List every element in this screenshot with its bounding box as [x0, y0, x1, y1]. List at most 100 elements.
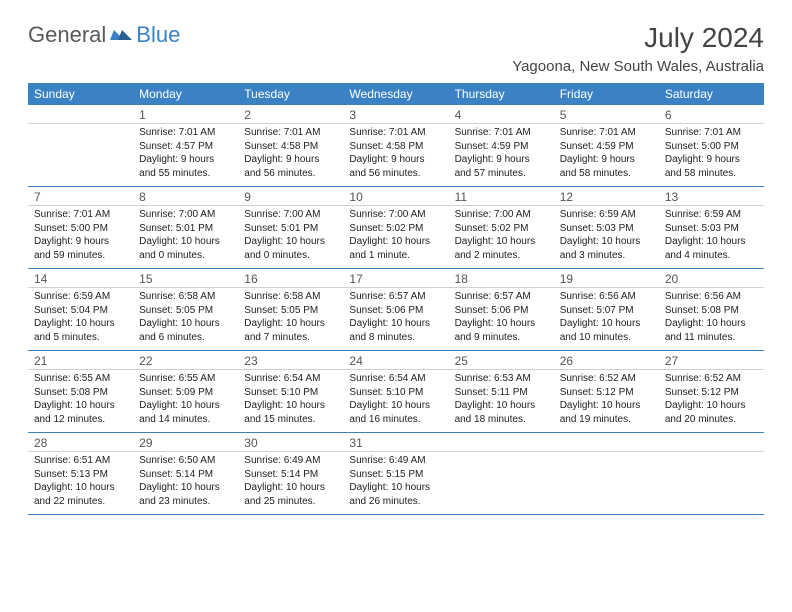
day-number: 19 — [554, 269, 659, 288]
weekday-header: Wednesday — [343, 83, 448, 105]
day-number: 20 — [659, 269, 764, 288]
logo-text-general: General — [28, 22, 106, 48]
day-details: Sunrise: 7:00 AMSunset: 5:02 PMDaylight:… — [449, 206, 554, 268]
calendar-cell: 27Sunrise: 6:52 AMSunset: 5:12 PMDayligh… — [659, 351, 764, 433]
day-number: 31 — [343, 433, 448, 452]
day-details: Sunrise: 7:00 AMSunset: 5:02 PMDaylight:… — [343, 206, 448, 268]
day-number: 8 — [133, 187, 238, 206]
daylight-line: Daylight: 10 hours and 11 minutes. — [665, 317, 758, 344]
location: Yagoona, New South Wales, Australia — [512, 58, 764, 75]
sunset-line: Sunset: 5:10 PM — [244, 386, 337, 400]
daylight-line: Daylight: 10 hours and 0 minutes. — [139, 235, 232, 262]
day-details: Sunrise: 6:57 AMSunset: 5:06 PMDaylight:… — [449, 288, 554, 350]
day-number: 12 — [554, 187, 659, 206]
calendar-cell: 16Sunrise: 6:58 AMSunset: 5:05 PMDayligh… — [238, 269, 343, 351]
calendar-cell: 30Sunrise: 6:49 AMSunset: 5:14 PMDayligh… — [238, 433, 343, 515]
daylight-line: Daylight: 10 hours and 12 minutes. — [34, 399, 127, 426]
daylight-line: Daylight: 10 hours and 16 minutes. — [349, 399, 442, 426]
sunset-line: Sunset: 5:14 PM — [244, 468, 337, 482]
sunrise-line: Sunrise: 6:58 AM — [139, 290, 232, 304]
sunrise-line: Sunrise: 6:55 AM — [34, 372, 127, 386]
calendar-cell — [659, 433, 764, 515]
logo-text-blue: Blue — [136, 22, 180, 48]
sunrise-line: Sunrise: 6:51 AM — [34, 454, 127, 468]
day-details: Sunrise: 6:58 AMSunset: 5:05 PMDaylight:… — [133, 288, 238, 350]
sunrise-line: Sunrise: 7:01 AM — [455, 126, 548, 140]
day-number: 25 — [449, 351, 554, 370]
daylight-line: Daylight: 9 hours and 56 minutes. — [244, 153, 337, 180]
daylight-line: Daylight: 10 hours and 10 minutes. — [560, 317, 653, 344]
day-details: Sunrise: 6:58 AMSunset: 5:05 PMDaylight:… — [238, 288, 343, 350]
sunrise-line: Sunrise: 6:52 AM — [560, 372, 653, 386]
calendar-cell: 4Sunrise: 7:01 AMSunset: 4:59 PMDaylight… — [449, 105, 554, 187]
calendar-row: 14Sunrise: 6:59 AMSunset: 5:04 PMDayligh… — [28, 269, 764, 351]
sunset-line: Sunset: 5:09 PM — [139, 386, 232, 400]
sunrise-line: Sunrise: 7:01 AM — [349, 126, 442, 140]
weekday-row: SundayMondayTuesdayWednesdayThursdayFrid… — [28, 83, 764, 105]
day-details: Sunrise: 6:49 AMSunset: 5:14 PMDaylight:… — [238, 452, 343, 514]
daylight-line: Daylight: 10 hours and 5 minutes. — [34, 317, 127, 344]
day-details — [449, 452, 554, 510]
sunrise-line: Sunrise: 6:57 AM — [455, 290, 548, 304]
sunrise-line: Sunrise: 7:00 AM — [139, 208, 232, 222]
calendar-cell: 8Sunrise: 7:00 AMSunset: 5:01 PMDaylight… — [133, 187, 238, 269]
day-details: Sunrise: 7:00 AMSunset: 5:01 PMDaylight:… — [133, 206, 238, 268]
sunset-line: Sunset: 5:06 PM — [455, 304, 548, 318]
day-details: Sunrise: 6:54 AMSunset: 5:10 PMDaylight:… — [343, 370, 448, 432]
sunrise-line: Sunrise: 6:57 AM — [349, 290, 442, 304]
day-details: Sunrise: 6:54 AMSunset: 5:10 PMDaylight:… — [238, 370, 343, 432]
sunset-line: Sunset: 5:08 PM — [665, 304, 758, 318]
sunrise-line: Sunrise: 7:00 AM — [244, 208, 337, 222]
calendar-cell: 28Sunrise: 6:51 AMSunset: 5:13 PMDayligh… — [28, 433, 133, 515]
calendar-row: 28Sunrise: 6:51 AMSunset: 5:13 PMDayligh… — [28, 433, 764, 515]
sunset-line: Sunset: 5:06 PM — [349, 304, 442, 318]
calendar-cell — [28, 105, 133, 187]
day-number: 9 — [238, 187, 343, 206]
daylight-line: Daylight: 10 hours and 4 minutes. — [665, 235, 758, 262]
calendar-cell: 2Sunrise: 7:01 AMSunset: 4:58 PMDaylight… — [238, 105, 343, 187]
sunrise-line: Sunrise: 6:59 AM — [560, 208, 653, 222]
sunrise-line: Sunrise: 6:49 AM — [244, 454, 337, 468]
day-details: Sunrise: 7:01 AMSunset: 4:59 PMDaylight:… — [449, 124, 554, 186]
daylight-line: Daylight: 10 hours and 0 minutes. — [244, 235, 337, 262]
sunset-line: Sunset: 5:05 PM — [139, 304, 232, 318]
day-number — [449, 433, 554, 452]
sunset-line: Sunset: 5:01 PM — [139, 222, 232, 236]
weekday-header: Thursday — [449, 83, 554, 105]
sunset-line: Sunset: 5:07 PM — [560, 304, 653, 318]
day-details: Sunrise: 7:01 AMSunset: 5:00 PMDaylight:… — [28, 206, 133, 268]
day-number: 17 — [343, 269, 448, 288]
daylight-line: Daylight: 10 hours and 15 minutes. — [244, 399, 337, 426]
day-number: 5 — [554, 105, 659, 124]
day-number: 13 — [659, 187, 764, 206]
logo: General Blue — [28, 22, 180, 48]
sunrise-line: Sunrise: 6:54 AM — [349, 372, 442, 386]
sunset-line: Sunset: 5:02 PM — [455, 222, 548, 236]
sunset-line: Sunset: 4:58 PM — [349, 140, 442, 154]
day-number: 10 — [343, 187, 448, 206]
day-details: Sunrise: 7:01 AMSunset: 5:00 PMDaylight:… — [659, 124, 764, 186]
day-number: 23 — [238, 351, 343, 370]
calendar-row: 7Sunrise: 7:01 AMSunset: 5:00 PMDaylight… — [28, 187, 764, 269]
title-block: July 2024 Yagoona, New South Wales, Aust… — [512, 22, 764, 75]
daylight-line: Daylight: 9 hours and 56 minutes. — [349, 153, 442, 180]
daylight-line: Daylight: 9 hours and 58 minutes. — [560, 153, 653, 180]
day-number: 14 — [28, 269, 133, 288]
day-number: 4 — [449, 105, 554, 124]
calendar: SundayMondayTuesdayWednesdayThursdayFrid… — [28, 83, 764, 515]
calendar-cell: 15Sunrise: 6:58 AMSunset: 5:05 PMDayligh… — [133, 269, 238, 351]
sunrise-line: Sunrise: 7:01 AM — [244, 126, 337, 140]
day-details: Sunrise: 6:59 AMSunset: 5:04 PMDaylight:… — [28, 288, 133, 350]
day-number — [659, 433, 764, 452]
sunset-line: Sunset: 5:12 PM — [560, 386, 653, 400]
calendar-cell: 9Sunrise: 7:00 AMSunset: 5:01 PMDaylight… — [238, 187, 343, 269]
weekday-header: Monday — [133, 83, 238, 105]
day-number: 27 — [659, 351, 764, 370]
day-details — [554, 452, 659, 510]
day-details: Sunrise: 6:52 AMSunset: 5:12 PMDaylight:… — [659, 370, 764, 432]
daylight-line: Daylight: 10 hours and 23 minutes. — [139, 481, 232, 508]
calendar-cell: 3Sunrise: 7:01 AMSunset: 4:58 PMDaylight… — [343, 105, 448, 187]
day-number: 29 — [133, 433, 238, 452]
calendar-cell — [449, 433, 554, 515]
month-title: July 2024 — [512, 22, 764, 54]
